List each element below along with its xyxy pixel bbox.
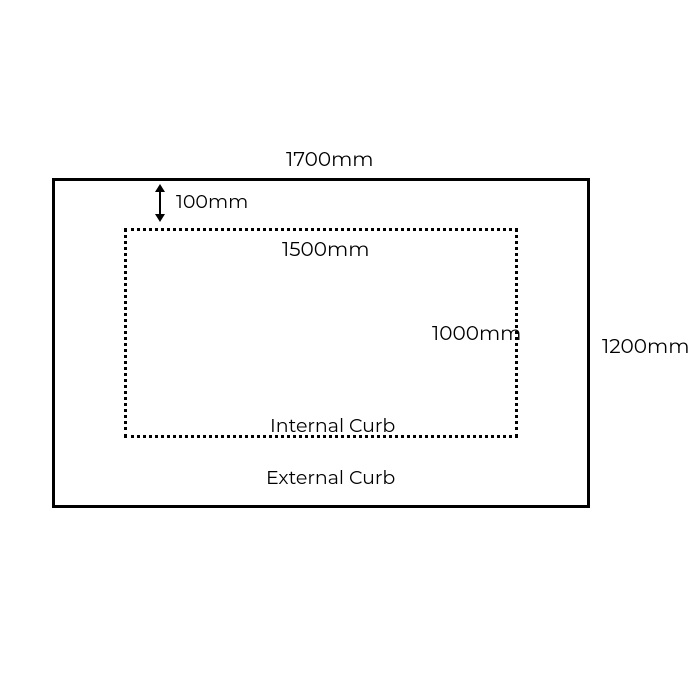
inner-height-label: 1000mm	[432, 322, 521, 346]
gap-dimension-label: 100mm	[176, 190, 248, 213]
internal-curb-label: Internal Curb	[270, 414, 395, 437]
arrow-line	[159, 192, 161, 214]
external-curb-label: External Curb	[266, 466, 395, 489]
arrow-down-icon	[155, 214, 165, 222]
curb-dimension-diagram: 1700mm 1200mm 1500mm 1000mm Internal Cur…	[0, 0, 700, 700]
arrow-up-icon	[155, 184, 165, 192]
outer-height-label: 1200mm	[602, 335, 689, 359]
inner-width-label: 1500mm	[282, 238, 369, 262]
outer-width-label: 1700mm	[286, 148, 374, 172]
